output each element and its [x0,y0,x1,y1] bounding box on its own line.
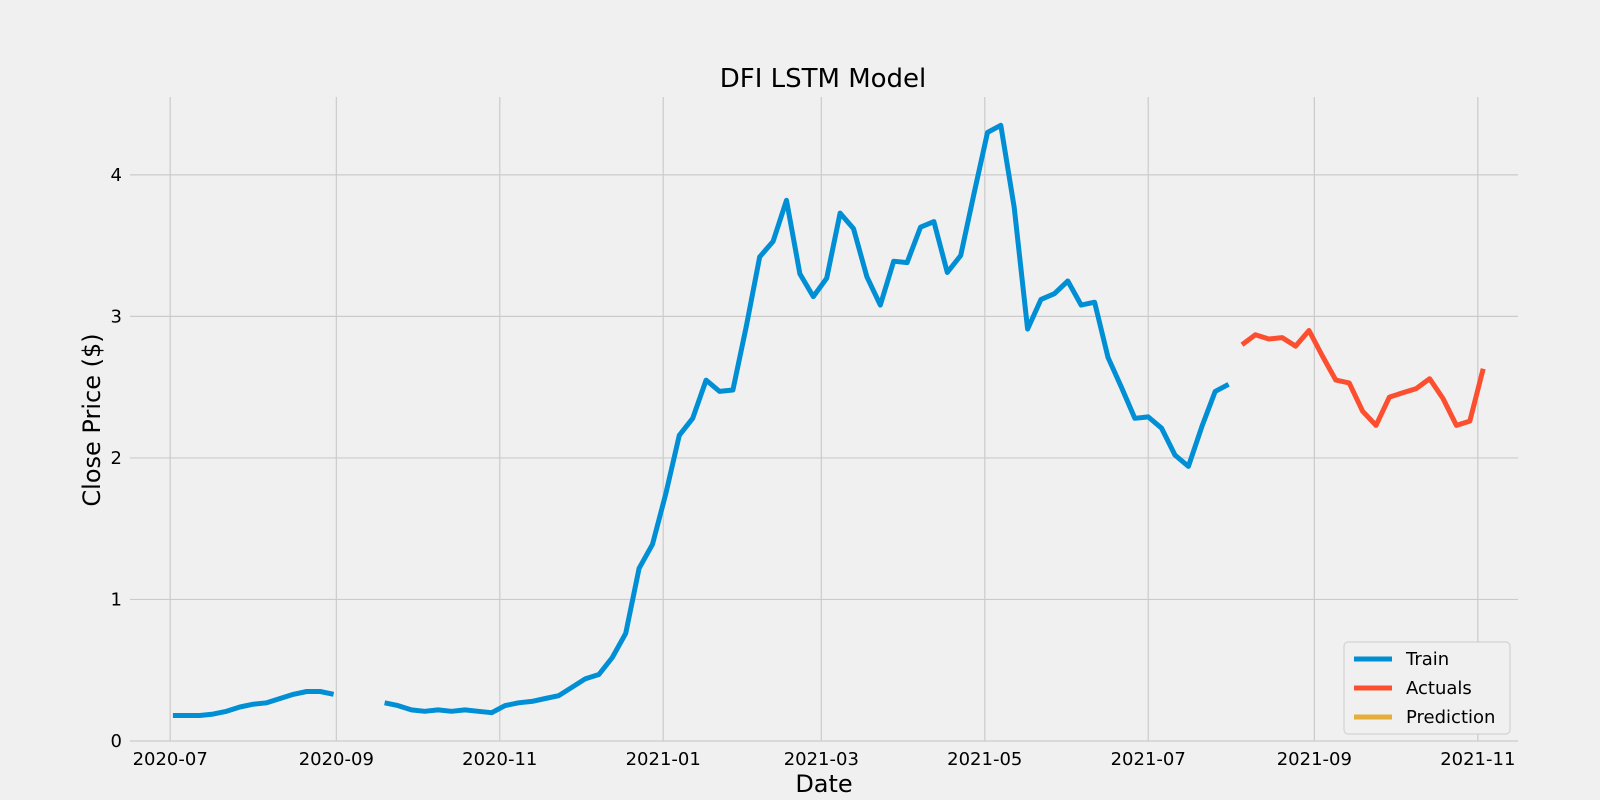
series-lines [172,122,1486,718]
x-tick-label: 2021-07 [1111,749,1186,770]
legend-label: Train [1405,649,1449,670]
x-tick-label: 2021-11 [1440,749,1515,770]
x-tick-label: 2021-09 [1277,749,1352,770]
legend-label: Prediction [1406,707,1495,728]
x-tick-label: 2021-05 [947,749,1022,770]
x-tick-label: 2020-09 [299,749,374,770]
chart-title: DFI LSTM Model [720,64,927,94]
y-axis-label: Close Price ($) [78,333,106,506]
y-tick-label: 1 [111,589,122,610]
series-line-actuals [1240,328,1486,428]
x-tick-label: 2020-07 [133,749,208,770]
tick-labels: 0 1 2 3 4 2020-07 2020-09 2020-11 2021-01 2021-03… [111,165,1516,770]
x-axis-label: Date [795,770,852,798]
y-tick-label: 0 [111,731,122,752]
y-tick-label: 4 [111,165,122,186]
legend-label: Actuals [1406,678,1472,699]
y-tick-label: 2 [111,448,122,469]
x-tick-label: 2020-11 [462,749,537,770]
legend: Train Actuals Prediction [1343,641,1511,735]
series-line-train [172,122,1230,718]
legend-box [1343,641,1511,735]
x-tick-label: 2021-01 [626,749,701,770]
y-tick-label: 3 [111,306,122,327]
x-tick-label: 2021-03 [784,749,859,770]
grid-lines [130,97,1518,742]
